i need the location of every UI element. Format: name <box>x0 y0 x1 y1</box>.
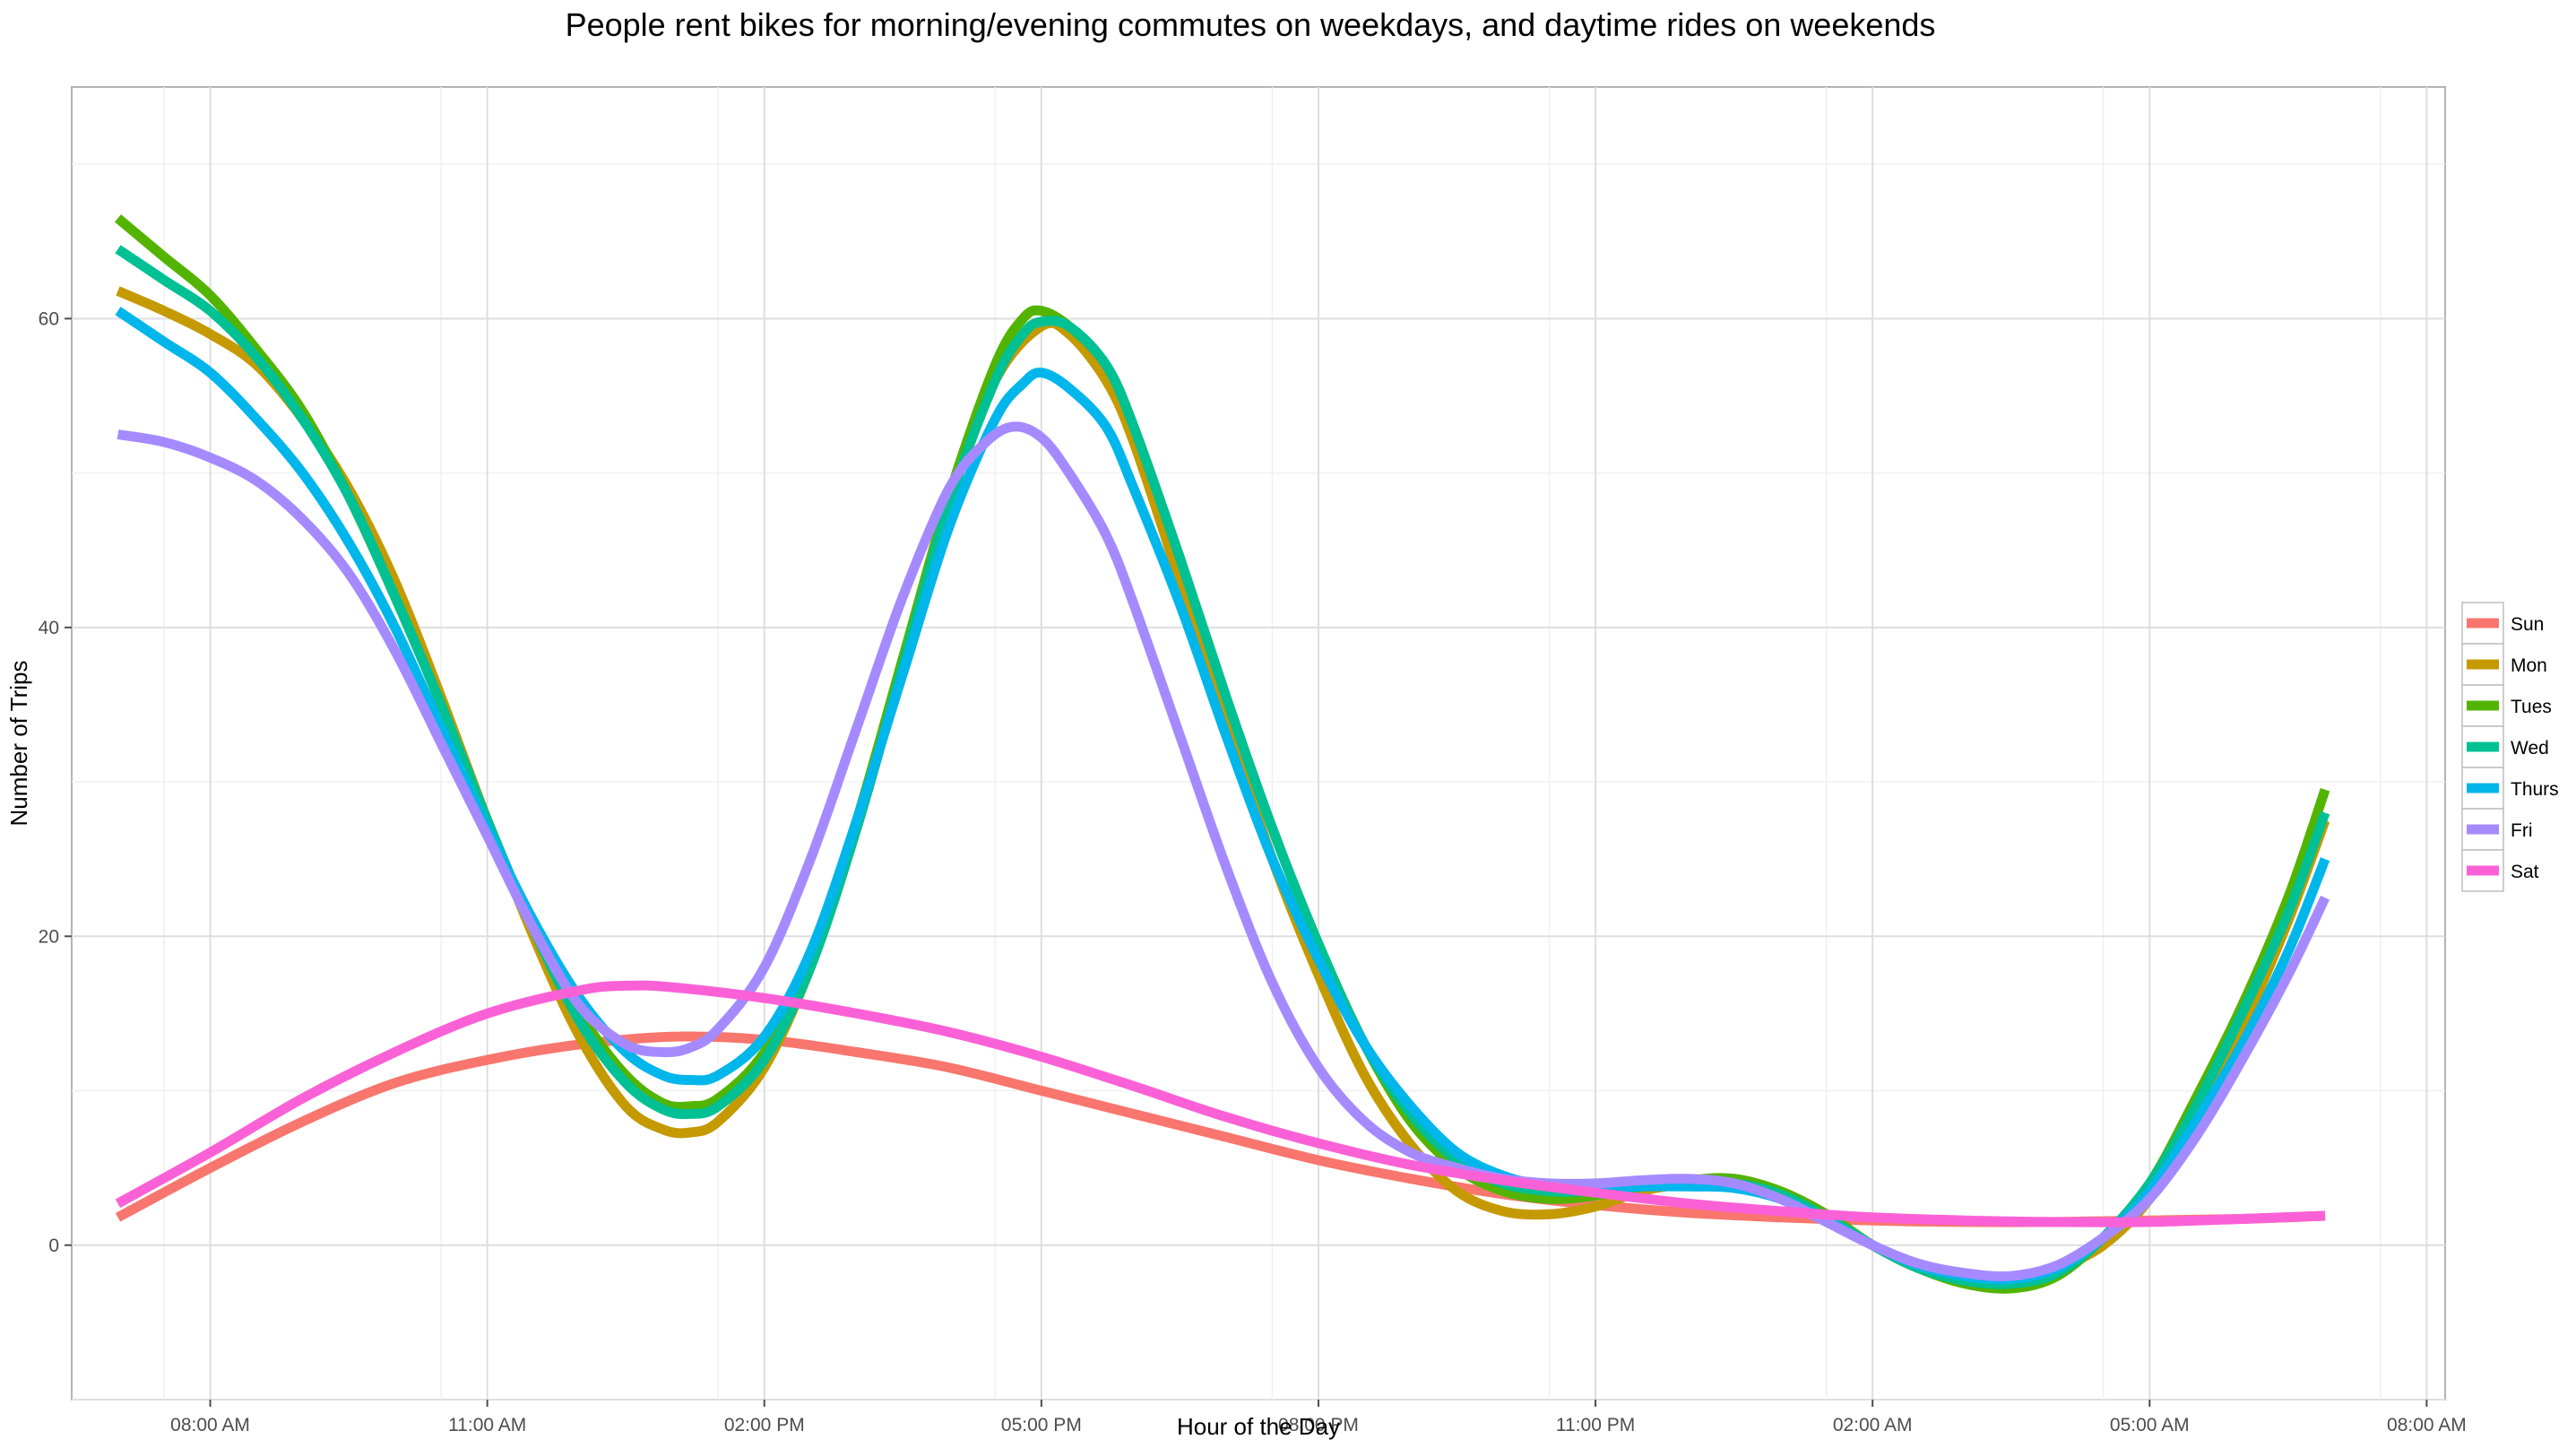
x-tick-label: 05:00 PM <box>1001 1415 1082 1435</box>
legend-label-sat: Sat <box>2511 862 2539 882</box>
x-tick-label: 05:00 AM <box>2110 1415 2190 1435</box>
y-tick-label: 40 <box>39 618 59 638</box>
chart-title: People rent bikes for morning/evening co… <box>566 6 1936 43</box>
x-tick-label: 08:00 PM <box>1278 1415 1359 1435</box>
y-tick-label: 60 <box>39 308 59 329</box>
legend-label-fri: Fri <box>2511 820 2533 841</box>
axes: 08:00 AM 11:00 AM 02:00 PM 05:00 PM 08:00 PM… <box>39 308 2467 1435</box>
series-line-sat <box>115 980 2326 1227</box>
x-tick-label: 02:00 AM <box>1833 1415 1913 1435</box>
x-tick-label: 08:00 AM <box>2387 1415 2467 1435</box>
legend-label-wed: Wed <box>2511 738 2549 759</box>
x-axis-label: Hour of the Day <box>1177 1413 1340 1440</box>
legend-label-sun: Sun <box>2511 614 2544 635</box>
legend-label-tues: Tues <box>2511 697 2552 717</box>
x-tick-label: 02:00 PM <box>724 1415 805 1435</box>
x-tick-label: 11:00 AM <box>448 1415 526 1435</box>
legend-label-thurs: Thurs <box>2511 779 2559 800</box>
x-tick-label: 08:00 AM <box>170 1415 250 1435</box>
series-line-fri <box>117 421 2330 1282</box>
series-lines <box>114 214 2330 1294</box>
plot-panel <box>71 86 2446 1400</box>
y-tick-label: 20 <box>39 926 59 947</box>
y-axis-label: Number of Trips <box>5 661 32 827</box>
x-tick-label: 11:00 PM <box>1556 1415 1635 1435</box>
y-tick-label: 0 <box>48 1236 59 1256</box>
legend: Sun Mon Tues Wed Thurs Fri Sat <box>2461 602 2559 892</box>
legend-label-mon: Mon <box>2511 655 2547 676</box>
